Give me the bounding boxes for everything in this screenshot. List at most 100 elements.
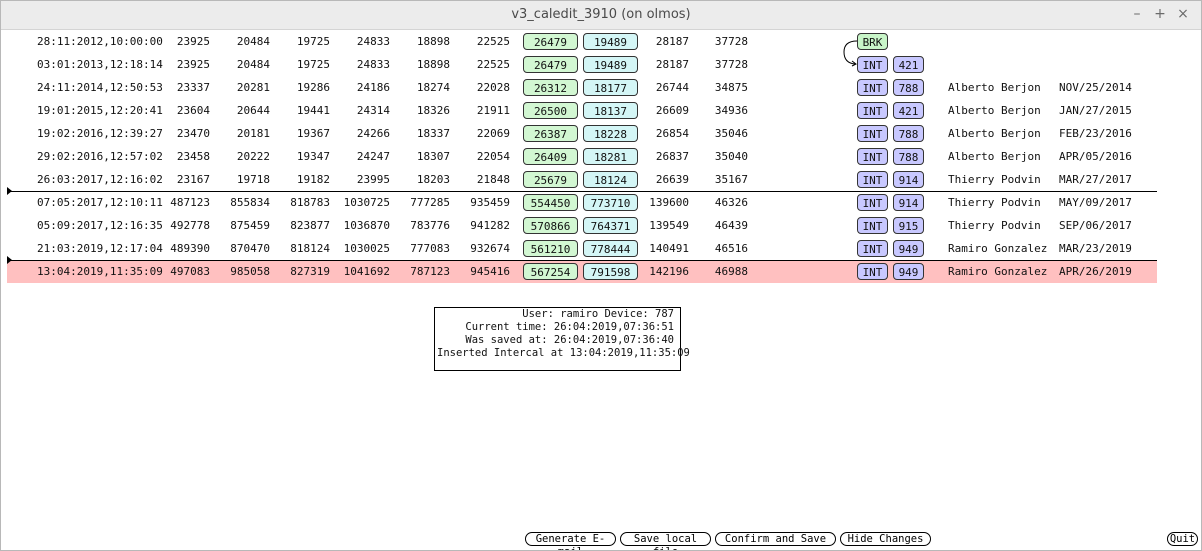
row-value-cyan[interactable]: 18281 xyxy=(583,148,638,165)
row-value-5: 18337 xyxy=(416,127,450,140)
row-device-code[interactable]: 421 xyxy=(893,56,924,73)
table-row-selected[interactable]: 13:04:2019,11:35:09 497083 985058 827319 104… xyxy=(7,260,1157,283)
row-value-cyan[interactable]: 19489 xyxy=(583,56,638,73)
row-value-7: 26744 xyxy=(655,81,689,94)
row-value-cyan[interactable]: 18137 xyxy=(583,102,638,119)
row-value-green[interactable]: 26479 xyxy=(523,33,578,50)
row-value-2: 20644 xyxy=(236,104,270,117)
table-row[interactable]: 19:02:2016,12:39:27 23470 20181 19367 24266 1… xyxy=(7,122,1157,145)
row-value-8: 35046 xyxy=(714,127,748,140)
table-row[interactable]: 21:03:2019,12:17:04 489390 870470 818124 103… xyxy=(7,237,1157,260)
row-device-code[interactable]: 788 xyxy=(893,125,924,142)
row-value-2: 985058 xyxy=(230,265,270,278)
row-value-green[interactable]: 554450 xyxy=(523,194,578,211)
table-row[interactable]: 28:11:2012,10:00:00 23925 20484 19725 24833 1… xyxy=(7,30,1157,53)
row-value-4: 24266 xyxy=(356,127,390,140)
table-row[interactable]: 05:09:2017,12:16:35 492778 875459 823877 103… xyxy=(7,214,1157,237)
row-tag-int[interactable]: INT xyxy=(857,56,888,73)
row-user: Thierry Podvin xyxy=(948,173,1041,186)
row-value-green[interactable]: 567254 xyxy=(523,263,578,280)
row-value-7: 28187 xyxy=(655,58,689,71)
row-user: Thierry Podvin xyxy=(948,196,1041,209)
row-value-6: 21848 xyxy=(476,173,510,186)
close-icon[interactable]: × xyxy=(1177,6,1189,22)
row-device-code[interactable]: 915 xyxy=(893,217,924,234)
row-tag-int[interactable]: INT xyxy=(857,125,888,142)
row-value-green[interactable]: 26409 xyxy=(523,148,578,165)
row-tag-int[interactable]: INT xyxy=(857,263,888,280)
row-value-2: 20181 xyxy=(236,127,270,140)
row-value-7: 142196 xyxy=(649,265,689,278)
row-value-4: 23995 xyxy=(356,173,390,186)
row-value-green[interactable]: 26312 xyxy=(523,79,578,96)
row-value-6: 935459 xyxy=(470,196,510,209)
row-value-cyan[interactable]: 773710 xyxy=(583,194,638,211)
table-row[interactable]: 19:01:2015,12:20:41 23604 20644 19441 24314 1… xyxy=(7,99,1157,122)
confirm-and-save-button[interactable]: Confirm and Save xyxy=(715,532,836,546)
row-value-6: 22525 xyxy=(476,58,510,71)
row-device-code[interactable]: 788 xyxy=(893,79,924,96)
row-value-7: 26837 xyxy=(655,150,689,163)
row-tag-int[interactable]: INT xyxy=(857,171,888,188)
row-value-green[interactable]: 25679 xyxy=(523,171,578,188)
row-value-green[interactable]: 26479 xyxy=(523,56,578,73)
info-current-time: Current time: 26:04:2019,07:36:51 xyxy=(465,321,674,333)
row-value-4: 24186 xyxy=(356,81,390,94)
row-value-8: 37728 xyxy=(714,58,748,71)
row-tag-int[interactable]: INT xyxy=(857,194,888,211)
table-row[interactable]: 24:11:2014,12:50:53 23337 20281 19286 24186 1… xyxy=(7,76,1157,99)
row-value-8: 46439 xyxy=(714,219,748,232)
row-device-code[interactable]: 914 xyxy=(893,194,924,211)
row-value-green[interactable]: 26500 xyxy=(523,102,578,119)
row-value-green[interactable]: 26387 xyxy=(523,125,578,142)
minimize-icon[interactable]: – xyxy=(1133,6,1141,22)
row-date: 29:02:2016,12:57:02 xyxy=(37,150,163,163)
row-value-8: 46988 xyxy=(714,265,748,278)
row-value-1: 23925 xyxy=(176,35,210,48)
row-date: 19:01:2015,12:20:41 xyxy=(37,104,163,117)
row-value-cyan[interactable]: 18124 xyxy=(583,171,638,188)
row-device-code[interactable]: 788 xyxy=(893,148,924,165)
row-value-cyan[interactable]: 791598 xyxy=(583,263,638,280)
row-tag-int[interactable]: INT xyxy=(857,240,888,257)
info-saved-at: Was saved at: 26:04:2019,07:36:40 xyxy=(465,334,674,346)
row-value-5: 18307 xyxy=(416,150,450,163)
row-tag-brk[interactable]: BRK xyxy=(857,33,888,50)
row-value-cyan[interactable]: 764371 xyxy=(583,217,638,234)
table-row[interactable]: 29:02:2016,12:57:02 23458 20222 19347 24247 1… xyxy=(7,145,1157,168)
table-row[interactable]: 03:01:2013,12:18:14 23925 20484 19725 24833 1… xyxy=(7,53,1157,76)
row-value-6: 932674 xyxy=(470,242,510,255)
row-tag-int[interactable]: INT xyxy=(857,217,888,234)
row-value-6: 21911 xyxy=(476,104,510,117)
row-saved-date: MAR/27/2017 xyxy=(1059,173,1132,186)
row-value-1: 489390 xyxy=(170,242,210,255)
row-value-2: 875459 xyxy=(230,219,270,232)
row-tag-int[interactable]: INT xyxy=(857,102,888,119)
maximize-icon[interactable]: + xyxy=(1154,6,1166,22)
period-marker-icon xyxy=(7,256,12,264)
save-local-file-button[interactable]: Save local file xyxy=(620,532,711,550)
hide-changes-button[interactable]: Hide Changes xyxy=(840,532,931,546)
row-device-code[interactable]: 949 xyxy=(893,263,924,280)
quit-button[interactable]: Quit xyxy=(1167,532,1198,546)
row-value-6: 22069 xyxy=(476,127,510,140)
row-user: Thierry Podvin xyxy=(948,219,1041,232)
table-row[interactable]: 07:05:2017,12:10:11 487123 855834 818783 103… xyxy=(7,191,1157,214)
row-device-code[interactable]: 949 xyxy=(893,240,924,257)
row-value-cyan[interactable]: 18177 xyxy=(583,79,638,96)
table-row[interactable]: 26:03:2017,12:16:02 23167 19718 19182 23995 1… xyxy=(7,168,1157,191)
generate-email-button[interactable]: Generate E-mail xyxy=(525,532,616,550)
row-value-3: 19182 xyxy=(296,173,330,186)
row-value-cyan[interactable]: 18228 xyxy=(583,125,638,142)
row-value-green[interactable]: 561210 xyxy=(523,240,578,257)
row-tag-int[interactable]: INT xyxy=(857,79,888,96)
row-tag-int[interactable]: INT xyxy=(857,148,888,165)
row-value-8: 34936 xyxy=(714,104,748,117)
row-device-code[interactable]: 914 xyxy=(893,171,924,188)
row-value-cyan[interactable]: 19489 xyxy=(583,33,638,50)
row-value-6: 945416 xyxy=(470,265,510,278)
row-value-1: 23470 xyxy=(176,127,210,140)
row-value-cyan[interactable]: 778444 xyxy=(583,240,638,257)
row-device-code[interactable]: 421 xyxy=(893,102,924,119)
row-value-green[interactable]: 570866 xyxy=(523,217,578,234)
